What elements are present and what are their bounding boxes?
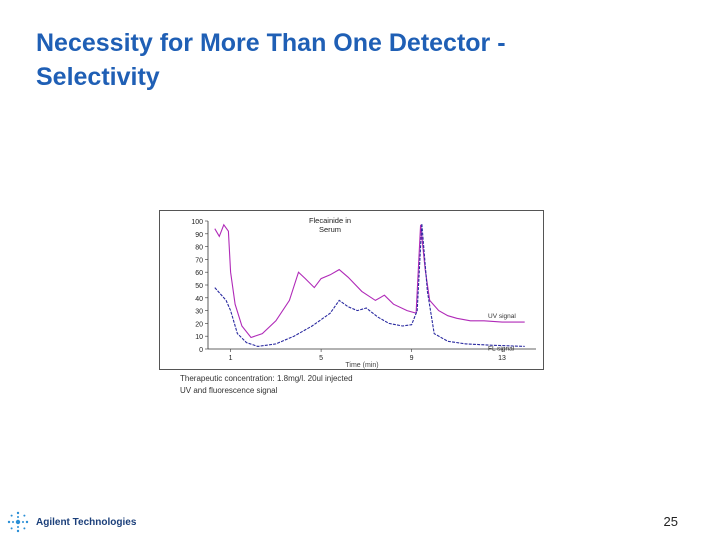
slide-title-line-1: Necessity for More Than One Detector - — [36, 29, 506, 57]
y-tick-label: 100 — [191, 219, 203, 226]
spark-logo-icon — [7, 511, 29, 533]
company-logo: Agilent Technologies — [6, 510, 136, 534]
x-tick-label: 9 — [410, 355, 414, 362]
x-tick-label: 1 — [229, 355, 233, 362]
x-axis-label: Time (min) — [345, 362, 378, 369]
series-line-fl — [214, 223, 525, 347]
y-tick-label: 70 — [195, 257, 203, 264]
chart-title-line-1: Flecainide in — [309, 216, 351, 225]
series-label-uv: UV signal — [488, 313, 516, 320]
y-tick-label: 80 — [195, 245, 203, 252]
page-number: 25 — [663, 514, 678, 529]
chart-caption-signal: UV and fluorescence signal — [180, 386, 278, 395]
chart-title-line-2: Serum — [319, 225, 341, 234]
y-tick-label: 30 — [195, 309, 203, 316]
series-line-uv — [214, 223, 525, 339]
y-tick-label: 40 — [195, 296, 203, 303]
slide-title-line-2: Selectivity — [36, 63, 160, 91]
x-tick-label: 13 — [498, 355, 506, 362]
x-tick-label: 5 — [319, 355, 323, 362]
y-tick-label: 10 — [195, 334, 203, 341]
y-tick-label: 0 — [199, 347, 203, 354]
series-label-fl: FL signal — [488, 345, 515, 352]
chromatogram-chart: 100 90 80 70 60 50 40 30 20 10 0 1 5 9 13 Time (min) Fle… — [159, 210, 544, 370]
y-tick-label: 90 — [195, 232, 203, 239]
y-tick-label: 60 — [195, 270, 203, 277]
chart-caption-concentration: Therapeutic concentration: 1.8mg/l. 20ul… — [180, 374, 353, 383]
logo-text: Agilent Technologies — [36, 516, 137, 528]
y-tick-label: 20 — [195, 321, 203, 328]
y-tick-label: 50 — [195, 283, 203, 290]
slide-title: Necessity for More Than One Detector - S… — [36, 26, 676, 94]
